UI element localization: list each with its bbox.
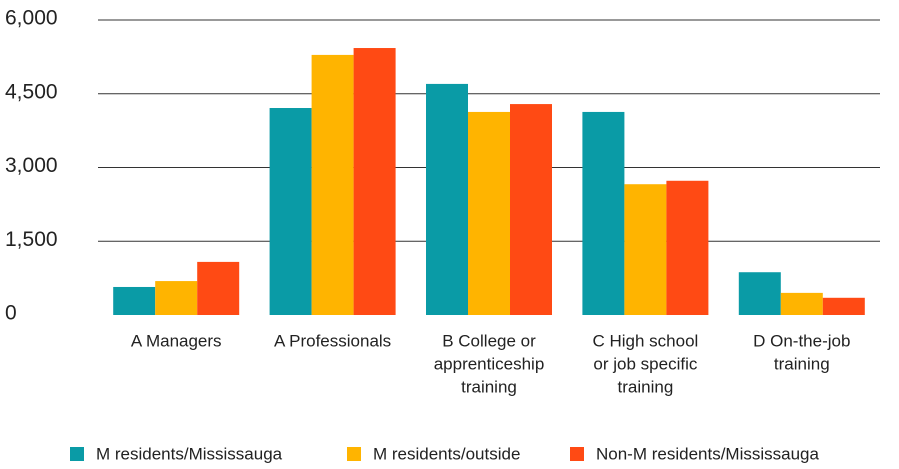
bar <box>510 104 552 315</box>
x-tick-label: B College or <box>442 331 536 350</box>
bar <box>155 281 198 315</box>
y-tick-label: 1,500 <box>5 228 58 251</box>
y-tick-label: 6,000 <box>5 7 58 30</box>
bar <box>624 184 667 315</box>
bar <box>822 297 865 315</box>
bar <box>738 272 781 315</box>
x-tick-label: or job specific <box>593 354 697 373</box>
y-tick-label: 0 <box>5 302 17 325</box>
bar <box>582 111 625 315</box>
y-tick-label: 4,500 <box>5 80 58 103</box>
bar <box>113 286 156 315</box>
bar <box>468 111 510 315</box>
legend-label: Non-M residents/Mississauga <box>596 444 820 463</box>
x-tick-label: apprenticeship <box>434 354 545 373</box>
legend-label: M residents/outside <box>373 444 520 463</box>
bar <box>269 108 312 315</box>
x-tick-label: D On-the-job <box>753 331 850 350</box>
bar <box>426 83 468 316</box>
x-tick-label: training <box>774 354 830 373</box>
x-tick-label: training <box>618 377 674 396</box>
bar <box>197 261 240 315</box>
x-tick-label: A Managers <box>131 331 222 350</box>
y-tick-label: 3,000 <box>5 154 58 177</box>
bar <box>311 54 354 316</box>
legend-swatch <box>570 447 584 461</box>
x-tick-label: C High school <box>592 331 698 350</box>
bar <box>780 292 823 315</box>
legend-swatch <box>347 447 361 461</box>
bar <box>666 180 709 315</box>
x-tick-label: training <box>461 377 517 396</box>
bar <box>353 48 396 316</box>
legend-label: M residents/Mississauga <box>96 444 283 463</box>
x-tick-label: A Professionals <box>274 331 391 350</box>
legend-swatch <box>70 447 84 461</box>
